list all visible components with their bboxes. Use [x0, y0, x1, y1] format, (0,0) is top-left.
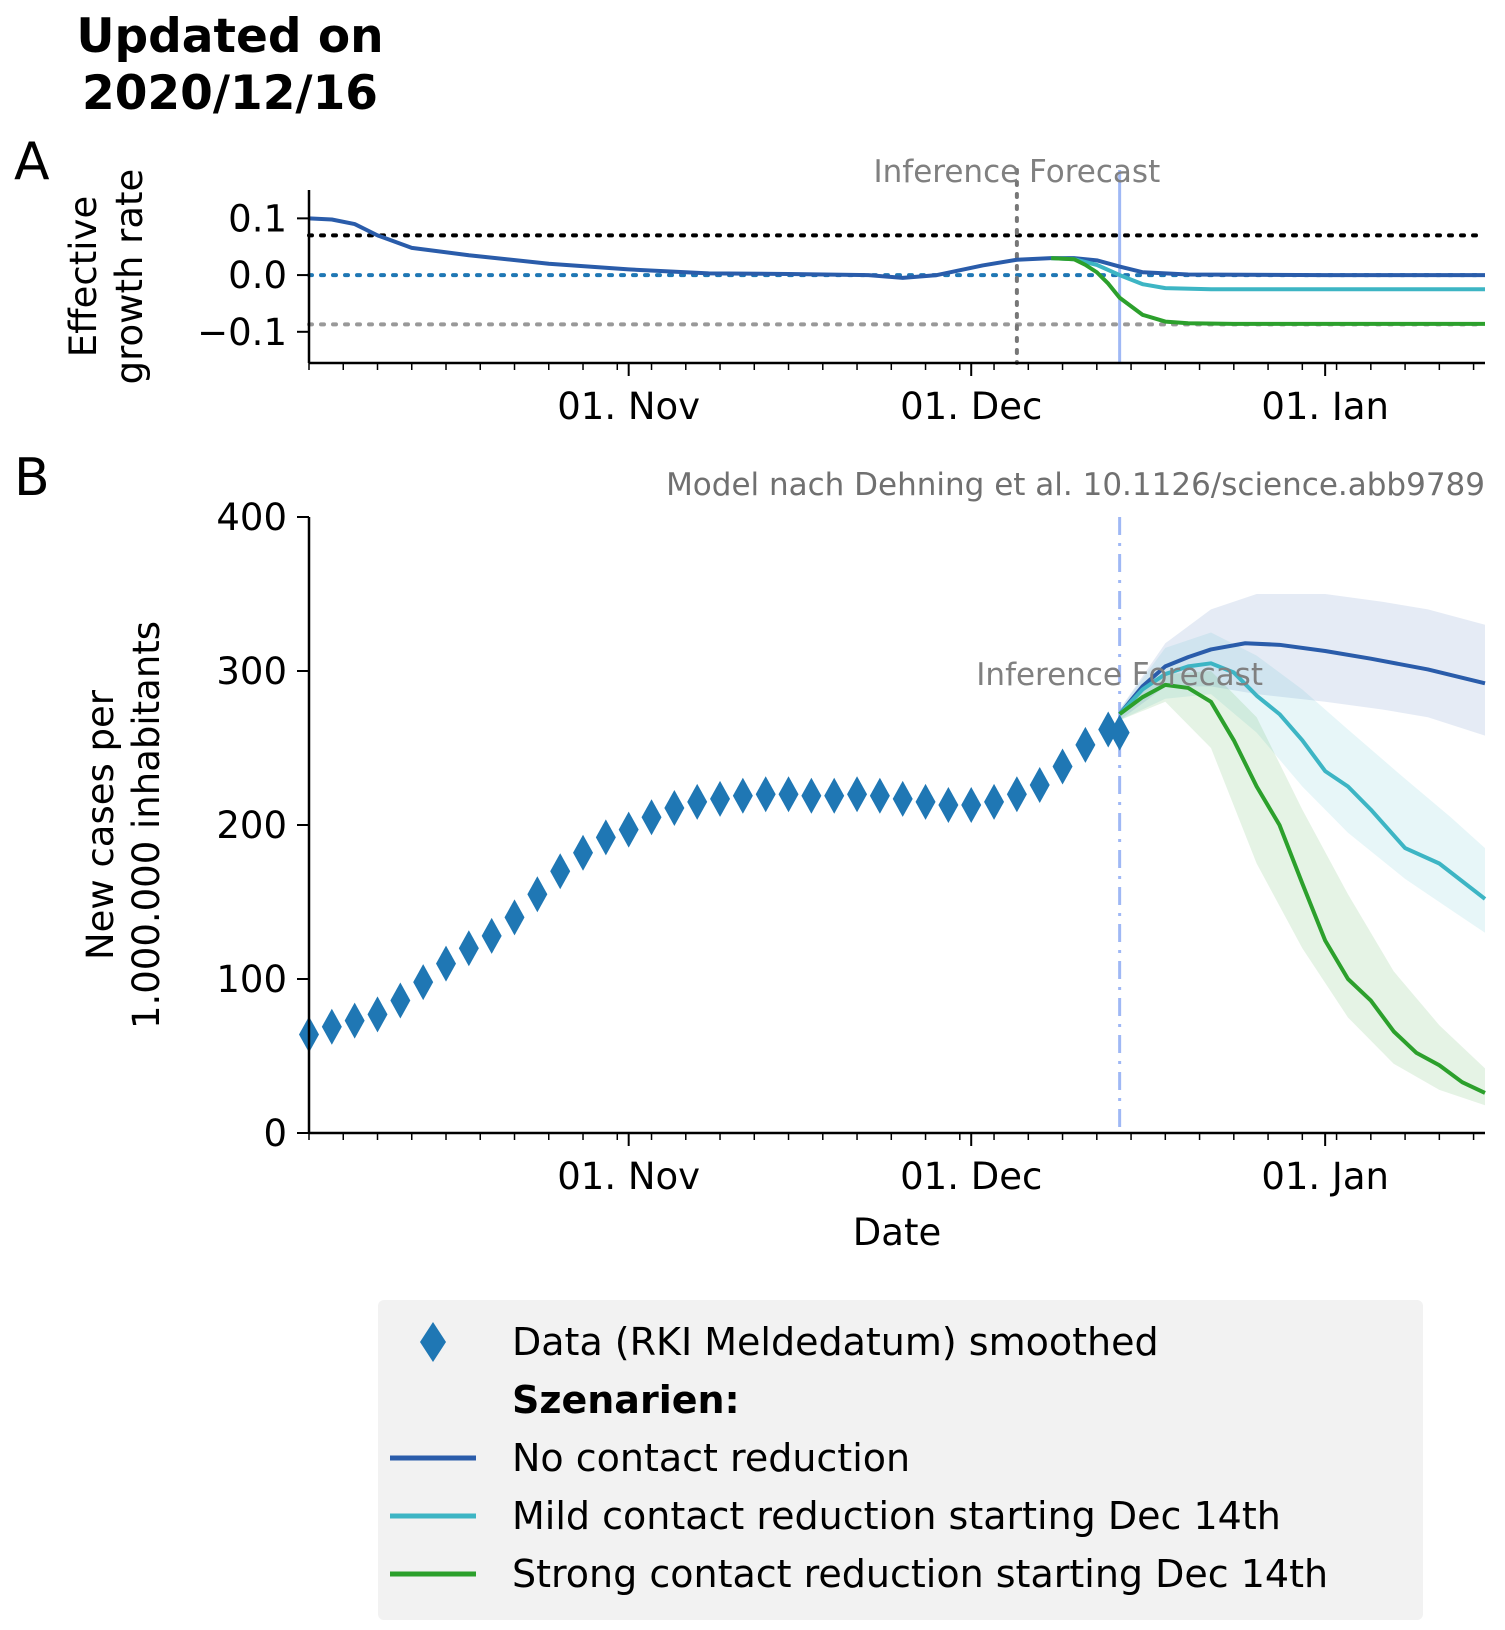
inference-forecast-annotation: Inference Forecast — [874, 154, 1161, 190]
data-point — [892, 780, 913, 817]
data-point — [961, 786, 982, 823]
data-point — [710, 780, 731, 817]
line-swatch-icon — [390, 1513, 476, 1519]
legend-item-no-reduction: No contact reduction — [378, 1430, 1423, 1486]
y-tick-label: 100 — [216, 958, 287, 1001]
new-cases-chart: 01. Nov 01. Dec 01. Jan 0 100 200 300 400 New ca… — [79, 467, 1487, 1254]
legend-heading-row: Szenarien: — [378, 1372, 1423, 1428]
legend-item-mild: Mild contact reduction starting Dec 14th — [378, 1488, 1423, 1544]
inference-forecast-annotation: Inference Forecast — [976, 657, 1263, 693]
legend-label-strong: Strong contact reduction starting Dec 14… — [512, 1552, 1329, 1596]
data-point — [550, 853, 571, 890]
y-tick-label: 0.1 — [228, 197, 287, 240]
data-point — [367, 996, 388, 1033]
data-point — [1006, 776, 1027, 813]
y-tick-label: 300 — [216, 650, 287, 693]
page-title-line: 2020/12/16 — [82, 66, 378, 121]
series-line-no-reduction — [1118, 641, 1486, 716]
data-point — [595, 819, 616, 856]
x-tick-label: 01. Jan — [1261, 385, 1389, 420]
data-point — [413, 964, 434, 1001]
panel-label-a: A — [14, 132, 50, 192]
data-point — [984, 783, 1005, 820]
data-point — [847, 776, 868, 813]
legend-label-data: Data (RKI Meldedatum) smoothed — [512, 1320, 1159, 1364]
model-note: Model nach Dehning et al. 10.1126/scienc… — [666, 467, 1485, 503]
data-point — [915, 783, 936, 820]
band-mild — [1119, 632, 1485, 933]
data-point — [481, 917, 502, 954]
data-point — [344, 1002, 365, 1039]
data-point — [938, 786, 959, 823]
x-tick-label: 01. Dec — [900, 385, 1042, 420]
y-tick-label: 400 — [216, 496, 287, 539]
legend: Data (RKI Meldedatum) smoothed Szenarien… — [378, 1300, 1423, 1620]
series-line-no-reduction — [308, 216, 1485, 280]
data-point — [1052, 748, 1073, 785]
x-tick-label: 01. Nov — [557, 1155, 700, 1198]
data-point — [641, 799, 662, 836]
series-line-mild — [1118, 661, 1487, 901]
data-point — [869, 777, 890, 814]
growth-rate-chart: 01. Nov 01. Dec 01. Jan 0.1 0.0 −0.1 Effective… — [62, 154, 1487, 420]
data-point — [664, 790, 685, 827]
page-title-line: Updated on — [76, 9, 384, 64]
line-swatch-icon — [390, 1571, 476, 1577]
data-point — [458, 930, 479, 967]
y-axis-label: New cases per — [79, 689, 122, 960]
y-tick-label: 0.0 — [228, 254, 287, 297]
data-point — [1075, 726, 1096, 763]
page-title: Updated on 2020/12/16 — [40, 8, 420, 122]
data-point — [1109, 714, 1130, 751]
data-point — [1098, 711, 1119, 748]
data-point — [1029, 766, 1050, 803]
data-point — [618, 811, 639, 848]
data-point — [527, 876, 548, 913]
series-line-strong — [1118, 682, 1486, 1095]
y-axis-label: growth rate — [108, 169, 151, 385]
y-axis-label: 1.000.000 inhabitants — [125, 621, 168, 1029]
legend-label-mild: Mild contact reduction starting Dec 14th — [512, 1494, 1281, 1538]
x-axis-label: Date — [853, 1211, 941, 1254]
data-point — [390, 982, 411, 1019]
legend-item-data: Data (RKI Meldedatum) smoothed — [378, 1314, 1423, 1370]
legend-label-no-reduction: No contact reduction — [512, 1436, 911, 1480]
legend-heading: Szenarien: — [512, 1378, 740, 1422]
x-tick-label: 01. Dec — [900, 1155, 1042, 1198]
data-point — [321, 1008, 342, 1045]
data-point — [504, 899, 525, 936]
panel-label-b: B — [14, 448, 50, 508]
data-point — [732, 777, 753, 814]
legend-item-strong: Strong contact reduction starting Dec 14… — [378, 1546, 1423, 1602]
data-point — [801, 777, 822, 814]
x-tick-label: 01. Nov — [557, 385, 700, 420]
data-point — [687, 783, 708, 820]
data-point — [573, 834, 594, 871]
line-swatch-icon — [390, 1455, 476, 1461]
data-point — [778, 776, 799, 813]
data-point — [755, 776, 776, 813]
x-tick-label: 01. Jan — [1261, 1155, 1389, 1198]
data-point — [824, 777, 845, 814]
y-tick-label: 200 — [216, 804, 287, 847]
y-axis-label: Effective — [62, 196, 105, 357]
series-line-strong — [1051, 256, 1485, 326]
y-tick-label: 0 — [263, 1112, 287, 1155]
diamond-marker-icon — [420, 1322, 446, 1362]
data-point — [436, 945, 457, 982]
y-tick-label: −0.1 — [197, 311, 287, 354]
band-no-reduction — [1119, 594, 1485, 736]
